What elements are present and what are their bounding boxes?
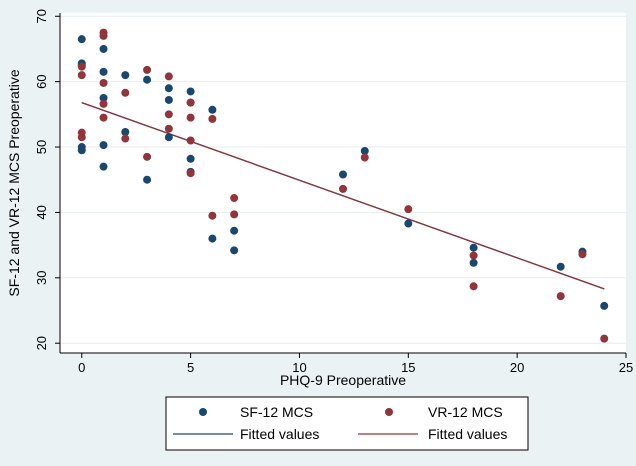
vr12-point: [186, 136, 195, 145]
vr12-point: [208, 114, 217, 123]
sf12-point: [77, 146, 86, 155]
sf12-point: [99, 94, 108, 102]
legend: SF-12 MCS VR-12 MCS Fitted values Fitted va…: [165, 396, 529, 451]
vr12-point: [230, 194, 239, 203]
sf12-point: [99, 162, 108, 171]
sf12-point: [186, 154, 195, 163]
x-tick-label: 15: [401, 360, 415, 375]
y-tick-label: 20: [34, 336, 49, 350]
sf12-point: [600, 301, 609, 310]
gridlines: [60, 15, 626, 344]
sf12-point: [143, 175, 152, 184]
sf12-point: [186, 87, 195, 96]
vr12-point: [208, 211, 217, 220]
vr12-point: [99, 113, 108, 122]
y-tick-label: 70: [34, 9, 49, 23]
vr12-point: [77, 133, 86, 142]
legend-marker: [385, 408, 393, 416]
vr12-point: [99, 31, 108, 40]
x-tick-label: 25: [619, 360, 633, 375]
sf12-point: [99, 141, 108, 150]
sf12-point: [230, 226, 239, 235]
vr12-point: [143, 65, 152, 74]
legend-label: SF-12 MCS: [240, 404, 313, 420]
x-tick-label: 0: [78, 360, 85, 375]
legend-label: VR-12 MCS: [428, 404, 503, 420]
x-axis-title: PHQ-9 Preoperative: [280, 372, 406, 388]
sf12-point: [469, 258, 478, 267]
vr12-point: [77, 62, 86, 71]
vr12-point: [164, 72, 173, 81]
sf12-point: [230, 246, 239, 255]
sf12-point: [164, 95, 173, 104]
y-tick-label: 50: [34, 140, 49, 154]
vr12-point: [186, 98, 195, 107]
sf12-point: [556, 262, 565, 271]
sf12-point: [164, 84, 173, 93]
vr12-point: [121, 88, 130, 97]
axes: 0 5 10 15 20 25 20 30 40 50 60 70: [34, 9, 633, 375]
vr12-point: [230, 210, 239, 219]
data-points: [77, 28, 609, 343]
vr12-point: [186, 169, 195, 178]
vr12-point: [556, 292, 565, 301]
sf12-point: [99, 44, 108, 53]
vr12-point: [143, 152, 152, 161]
vr12-point: [360, 153, 369, 162]
sf12-point: [99, 67, 108, 76]
vr12-point: [77, 71, 86, 80]
y-tick-label: 60: [34, 74, 49, 88]
legend-label: Fitted values: [428, 426, 507, 442]
x-tick-label: 20: [510, 360, 524, 375]
sf12-point: [339, 170, 347, 179]
legend-marker: [199, 408, 207, 416]
vr12-point: [99, 99, 108, 108]
vr12-point: [469, 282, 478, 291]
vr12-point: [99, 78, 108, 87]
y-axis-title: SF-12 and VR-12 MCS Preoperative: [6, 69, 22, 296]
sf12-point: [143, 75, 152, 84]
x-tick-label: 10: [292, 360, 306, 375]
sf12-point: [208, 105, 217, 114]
sf12-point: [208, 234, 217, 243]
sf12-point: [469, 243, 478, 252]
sf12-point: [164, 133, 173, 142]
vr12-point: [600, 334, 609, 343]
vr12-point: [121, 134, 130, 143]
y-tick-label: 40: [34, 205, 49, 219]
y-tick-label: 30: [34, 271, 49, 285]
vr12-point: [164, 110, 173, 119]
sf12-point: [360, 146, 369, 155]
sf12-point: [121, 71, 130, 80]
vr12-point: [186, 113, 195, 122]
vr12-point: [404, 205, 413, 214]
legend-box: [165, 396, 529, 451]
vr12-point: [578, 250, 587, 259]
x-tick-label: 5: [187, 360, 194, 375]
vr12-point: [339, 184, 347, 193]
plot-region: [60, 13, 626, 353]
sf12-point: [77, 35, 86, 44]
vr12-point: [469, 251, 478, 260]
sf12-point: [404, 219, 413, 228]
vr12-point: [164, 124, 173, 133]
legend-label: Fitted values: [240, 426, 319, 442]
sf12-point: [121, 128, 130, 136]
